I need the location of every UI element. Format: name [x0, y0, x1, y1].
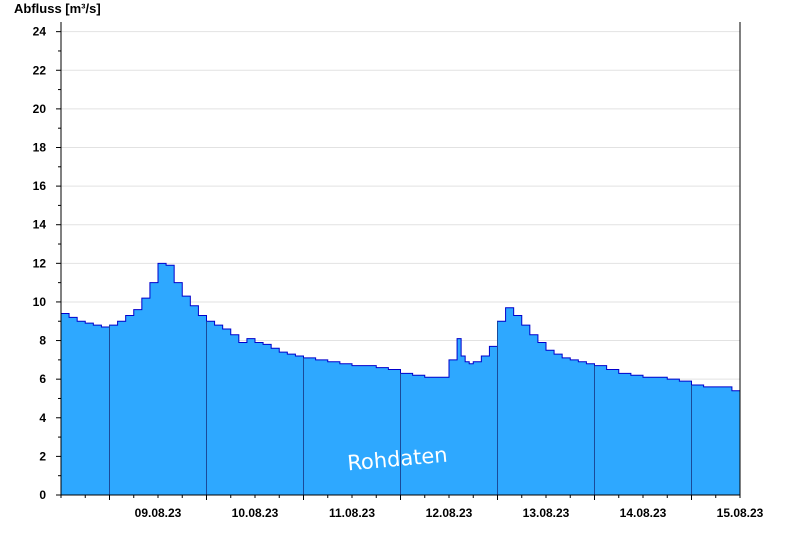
y-tick-label: 18 — [33, 140, 47, 154]
x-tick-label: 10.08.23 — [232, 506, 279, 520]
y-tick-label: 6 — [39, 372, 46, 386]
x-tick-label: 11.08.23 — [329, 506, 375, 520]
x-tick-label: 13.08.23 — [523, 506, 570, 520]
y-tick-label: 14 — [33, 218, 47, 232]
y-tick-label: 2 — [39, 449, 46, 463]
x-tick-label: 09.08.23 — [135, 506, 182, 520]
y-tick-label: 8 — [39, 334, 46, 348]
y-tick-label: 4 — [39, 411, 46, 425]
y-tick-label: 12 — [33, 256, 47, 270]
day-boundary-lines — [109, 321, 692, 495]
x-tick-label: 14.08.23 — [620, 506, 667, 520]
y-tick-label: 22 — [33, 63, 47, 77]
y-tick-label: 0 — [39, 488, 46, 502]
x-tick-labels: 09.08.23 10.08.23 11.08.23 12.08.23 13.08.23… — [135, 506, 764, 520]
x-tick-label: 15.08.23 — [717, 506, 764, 520]
y-tick-label: 10 — [33, 295, 47, 309]
y-tick-label: 24 — [33, 25, 47, 39]
discharge-line — [61, 262, 741, 392]
axes — [56, 22, 741, 500]
x-tick-label: 12.08.23 — [426, 506, 473, 520]
y-axis-label: Abfluss [m³/s] — [14, 1, 101, 16]
y-tick-label: 16 — [33, 179, 47, 193]
y-tick-label: 20 — [33, 102, 47, 116]
